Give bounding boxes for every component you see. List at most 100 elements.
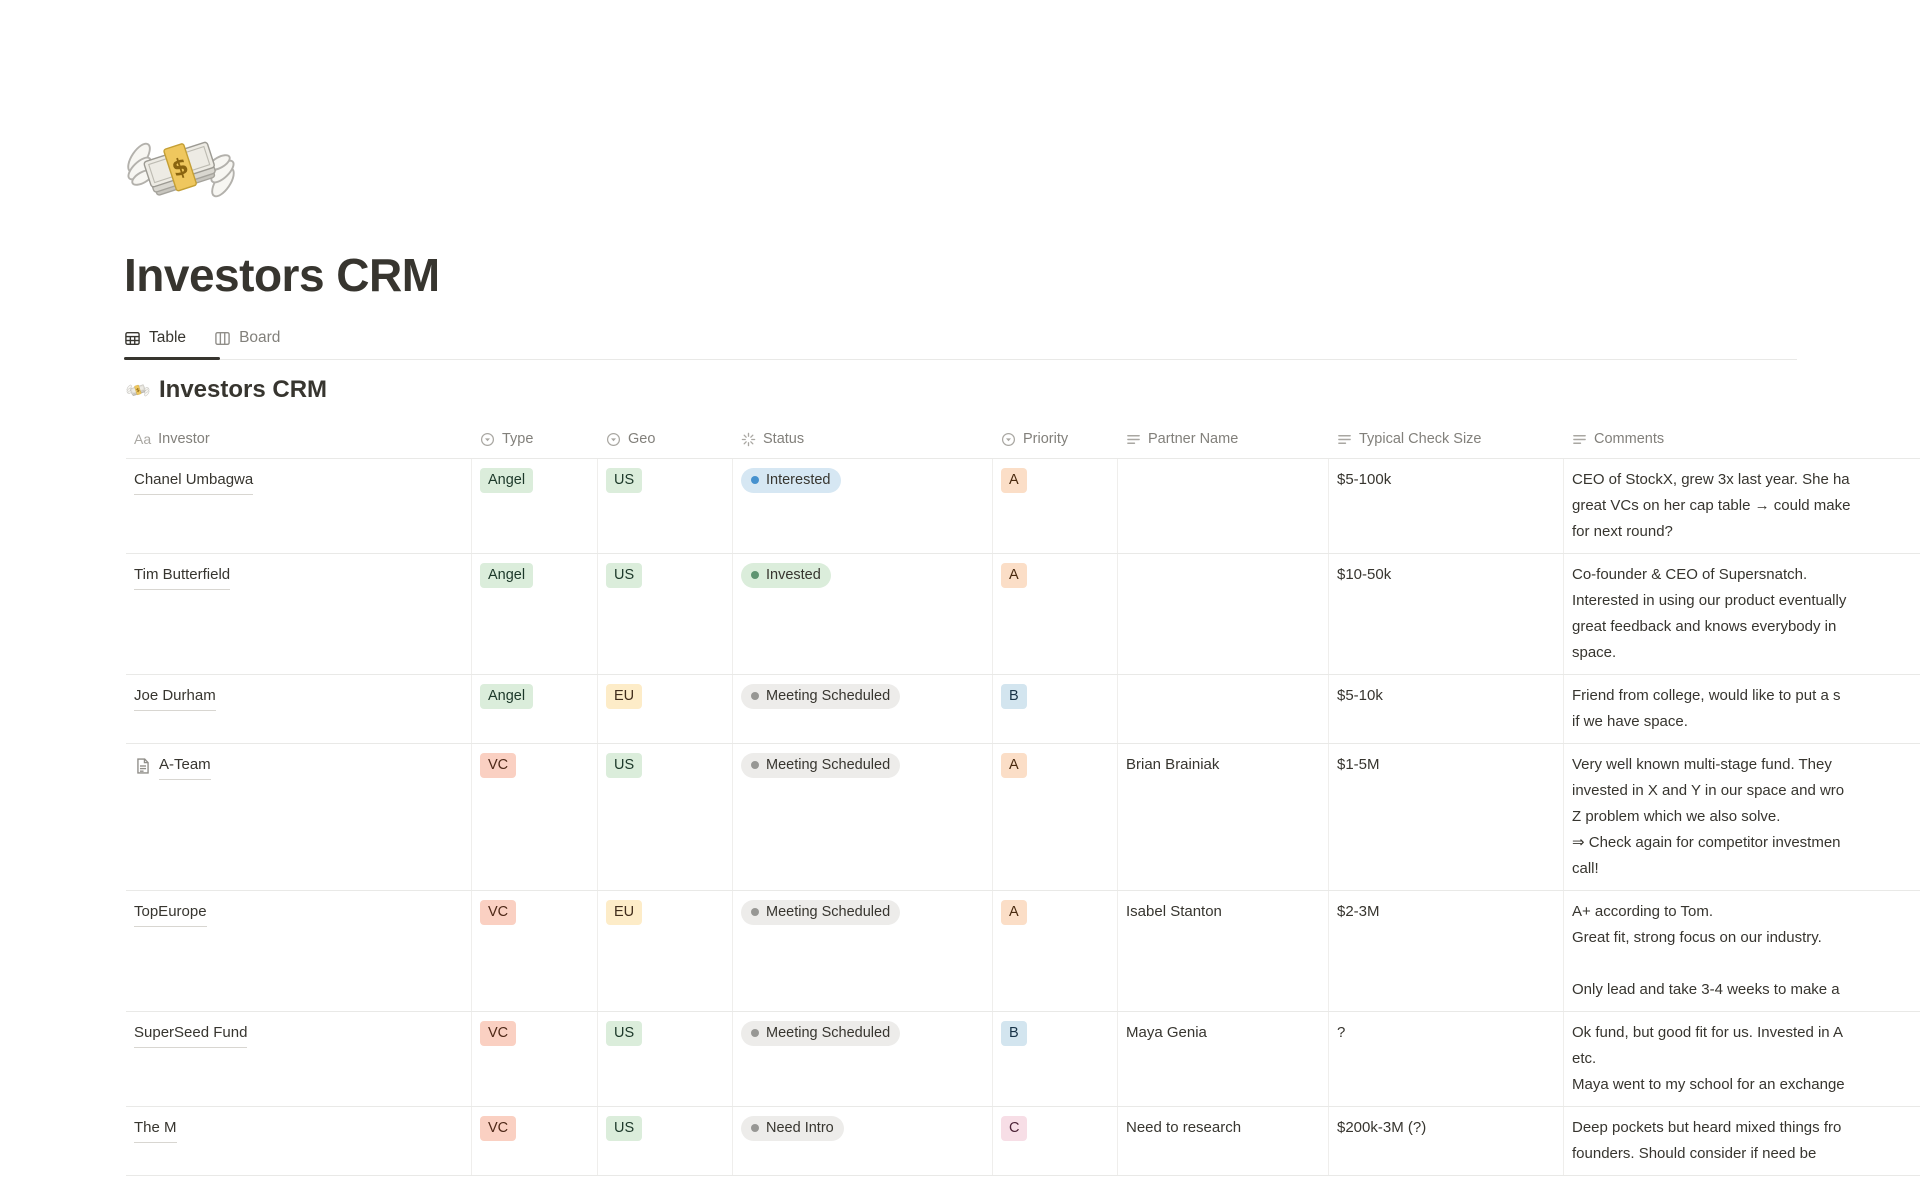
comments-cell[interactable]: A+ according to Tom. Great fit, strong fo…	[1564, 891, 1920, 1011]
priority-tag: B	[1001, 684, 1027, 709]
column-header-geo[interactable]: Geo	[598, 420, 733, 458]
text-property-icon	[1126, 432, 1141, 447]
money-with-wings-icon-small	[126, 378, 150, 402]
priority-cell[interactable]: A	[993, 554, 1118, 674]
comment-line: call!	[1572, 860, 1599, 877]
column-header-label: Comments	[1594, 431, 1665, 447]
column-header-typical-check-size[interactable]: Typical Check Size	[1329, 420, 1564, 458]
comment-line: Friend from college, would like to put a…	[1572, 687, 1841, 704]
geo-cell[interactable]: US	[598, 459, 733, 553]
status-label: Invested	[766, 566, 821, 583]
page-emoji-money-with-wings[interactable]: $	[124, 116, 238, 224]
investor-page-link: Tim Butterfield	[134, 562, 231, 590]
partner-name-cell[interactable]: Isabel Stanton	[1118, 891, 1329, 1011]
status-label: Meeting Scheduled	[766, 756, 891, 773]
geo-cell[interactable]: EU	[598, 891, 733, 1011]
partner-name-cell[interactable]	[1118, 675, 1329, 743]
type-cell[interactable]: VC	[472, 891, 598, 1011]
priority-cell[interactable]: A	[993, 891, 1118, 1011]
comment-line: etc.	[1572, 1050, 1597, 1067]
tab-board[interactable]: Board	[214, 329, 280, 347]
geo-cell[interactable]: US	[598, 554, 733, 674]
type-cell[interactable]: Angel	[472, 459, 598, 553]
column-header-investor[interactable]: Aa Investor	[126, 420, 472, 458]
investor-cell[interactable]: The M	[126, 1107, 472, 1175]
status-cell[interactable]: Meeting Scheduled	[733, 744, 993, 890]
priority-cell[interactable]: A	[993, 744, 1118, 890]
table-row: A-Team VC US Meeting Scheduled A Brian Braini…	[126, 744, 1920, 891]
check-size-cell[interactable]: $10-50k	[1329, 554, 1564, 674]
partner-name-cell[interactable]: Maya Genia	[1118, 1012, 1329, 1106]
priority-tag: A	[1001, 900, 1027, 925]
priority-cell[interactable]: A	[993, 459, 1118, 553]
comment-line: A+ according to Tom.	[1572, 903, 1714, 920]
partner-name-cell[interactable]	[1118, 554, 1329, 674]
type-cell[interactable]: VC	[472, 1107, 598, 1175]
partner-name-cell[interactable]	[1118, 459, 1329, 553]
type-cell[interactable]: Angel	[472, 554, 598, 674]
column-header-partner-name[interactable]: Partner Name	[1118, 420, 1329, 458]
comments-cell[interactable]: Friend from college, would like to put a…	[1564, 675, 1920, 743]
investor-cell[interactable]: Joe Durham	[126, 675, 472, 743]
priority-cell[interactable]: B	[993, 1012, 1118, 1106]
check-size-cell[interactable]: ?	[1329, 1012, 1564, 1106]
geo-cell[interactable]: EU	[598, 675, 733, 743]
status-cell[interactable]: Interested	[733, 459, 993, 553]
investor-cell[interactable]: A-Team	[126, 744, 472, 890]
investor-name: SuperSeed Fund	[134, 1020, 248, 1048]
priority-tag: B	[1001, 1021, 1027, 1046]
investor-cell[interactable]: TopEurope	[126, 891, 472, 1011]
check-size-cell[interactable]: $5-100k	[1329, 459, 1564, 553]
column-header-comments[interactable]: Comments	[1564, 420, 1920, 458]
comment-line: CEO of StockX, grew 3x last year. She ha	[1572, 471, 1850, 488]
column-header-type[interactable]: Type	[472, 420, 598, 458]
comments-cell[interactable]: Very well known multi-stage fund. They in…	[1564, 744, 1920, 890]
column-header-label: Priority	[1023, 431, 1069, 447]
comment-line: great feedback and knows everybody in	[1572, 618, 1837, 635]
comments-cell[interactable]: Ok fund, but good fit for us. Invested i…	[1564, 1012, 1920, 1106]
comment-line: Only lead and take 3-4 weeks to make a	[1572, 981, 1840, 998]
geo-cell[interactable]: US	[598, 744, 733, 890]
type-cell[interactable]: VC	[472, 744, 598, 890]
investor-cell[interactable]: Chanel Umbagwa	[126, 459, 472, 553]
comments-cell[interactable]: Deep pockets but heard mixed things fro f…	[1564, 1107, 1920, 1175]
status-cell[interactable]: Need Intro	[733, 1107, 993, 1175]
comment-line: great VCs on her cap table → could make	[1572, 497, 1851, 514]
column-header-status[interactable]: Status	[733, 420, 993, 458]
priority-cell[interactable]: C	[993, 1107, 1118, 1175]
partner-name-cell[interactable]: Need to research	[1118, 1107, 1329, 1175]
check-size-cell[interactable]: $1-5M	[1329, 744, 1564, 890]
geo-cell[interactable]: US	[598, 1012, 733, 1106]
column-header-priority[interactable]: Priority	[993, 420, 1118, 458]
partner-name-cell[interactable]: Brian Brainiak	[1118, 744, 1329, 890]
select-property-icon	[480, 432, 495, 447]
type-cell[interactable]: VC	[472, 1012, 598, 1106]
status-cell[interactable]: Meeting Scheduled	[733, 891, 993, 1011]
geo-cell[interactable]: US	[598, 1107, 733, 1175]
page-title[interactable]: Investors CRM	[124, 249, 440, 301]
check-size-cell[interactable]: $2-3M	[1329, 891, 1564, 1011]
investor-cell[interactable]: Tim Butterfield	[126, 554, 472, 674]
check-size-cell[interactable]: $5-10k	[1329, 675, 1564, 743]
type-cell[interactable]: Angel	[472, 675, 598, 743]
status-label: Meeting Scheduled	[766, 1024, 891, 1041]
comment-line: invested in X and Y in our space and wro	[1572, 782, 1845, 799]
collection-title[interactable]: Investors CRM	[126, 376, 327, 404]
status-cell[interactable]: Invested	[733, 554, 993, 674]
investor-name: Joe Durham	[134, 683, 216, 711]
tab-table[interactable]: Table	[124, 329, 186, 347]
investor-name: Chanel Umbagwa	[134, 467, 254, 495]
status-cell[interactable]: Meeting Scheduled	[733, 1012, 993, 1106]
investor-cell[interactable]: SuperSeed Fund	[126, 1012, 472, 1106]
column-header-label: Partner Name	[1148, 431, 1239, 447]
table-header-row: Aa Investor Type Geo Status Priority Partner N…	[126, 420, 1920, 459]
comments-cell[interactable]: Co-founder & CEO of Supersnatch. Interest…	[1564, 554, 1920, 674]
status-cell[interactable]: Meeting Scheduled	[733, 675, 993, 743]
check-size-cell[interactable]: $200k-3M (?)	[1329, 1107, 1564, 1175]
select-property-icon	[606, 432, 621, 447]
comments-cell[interactable]: CEO of StockX, grew 3x last year. She ha…	[1564, 459, 1920, 553]
priority-cell[interactable]: B	[993, 675, 1118, 743]
investor-page-link: Joe Durham	[134, 683, 216, 711]
type-tag: VC	[480, 753, 517, 778]
